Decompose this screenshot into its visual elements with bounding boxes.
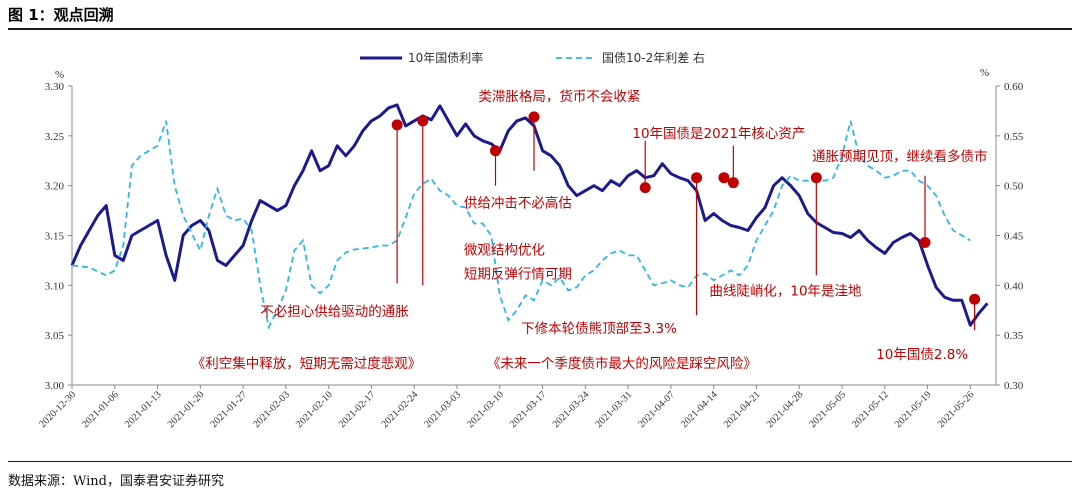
- legend-label-10y-yield: 10年国债利率: [408, 50, 483, 65]
- annotation-text: 下修本轮债熊顶部至3.3%: [521, 321, 677, 337]
- marker-dot: [490, 145, 501, 157]
- source-note: 数据来源：Wind，国泰君安证券研究: [8, 474, 224, 489]
- left-tick-label: 3.25: [45, 131, 65, 143]
- right-tick-label: 0.35: [1004, 330, 1024, 342]
- x-tick-label: 2021-05-12: [850, 389, 891, 430]
- series-group: [70, 103, 989, 330]
- series-line-10y-yield: [70, 103, 989, 327]
- x-tick-label: 2021-03-17: [508, 389, 549, 430]
- marker-dot: [691, 172, 703, 184]
- annotation-text: 通胀预期见顶，继续看多债市: [812, 148, 988, 165]
- left-tick-label: 3.05: [45, 330, 65, 342]
- annotation-text: 《利空集中释放，短期无需过度悲观》: [192, 355, 422, 372]
- right-tick-label: 0.45: [1004, 231, 1024, 243]
- annotation-text: 《未来一个季度债市最大的风险是踩空风险》: [487, 355, 757, 372]
- x-tick-label: 2021-01-20: [166, 389, 207, 430]
- x-tick-label: 2021-05-19: [893, 389, 934, 430]
- title-rule: [8, 28, 1072, 30]
- left-tick-label: 3.30: [45, 81, 65, 93]
- annotation-text: 曲线陡峭化，10年是洼地: [709, 283, 862, 299]
- right-tick-label: 0.30: [1004, 380, 1024, 392]
- right-unit-label: %: [980, 67, 989, 79]
- x-tick-label: 2021-03-31: [593, 389, 634, 430]
- left-unit-label: %: [55, 69, 64, 81]
- markers-group: [391, 111, 981, 331]
- x-tick-label: 2020-12-30: [37, 389, 78, 430]
- right-tick-label: 0.50: [1004, 181, 1024, 193]
- source-rule: [8, 461, 1072, 462]
- right-tick-label: 0.40: [1004, 280, 1024, 292]
- x-tick-label: 2021-04-07: [636, 389, 677, 430]
- x-tick-label: 2021-02-03: [251, 389, 292, 430]
- marker-dot: [528, 111, 540, 123]
- marker-dot: [919, 236, 931, 248]
- marker-dot: [639, 182, 651, 194]
- figure-title: 图 1：观点回溯: [8, 6, 114, 24]
- x-tick-label: 2021-04-14: [679, 389, 720, 430]
- marker-dot: [810, 172, 822, 184]
- x-tick-label: 2021-02-10: [294, 389, 335, 430]
- annotation-text: 10年国债是2021年核心资产: [632, 126, 805, 142]
- annotation-text: 10年国债2.8%: [876, 347, 968, 363]
- left-tick-label: 3.00: [45, 380, 65, 392]
- right-tick-label: 0.60: [1004, 81, 1024, 93]
- marker-dot: [718, 172, 730, 184]
- x-tick-label: 2021-02-17: [337, 389, 378, 430]
- annotation-text: 短期反弹行情可期: [464, 266, 572, 282]
- x-tick-label: 2021-05-26: [936, 389, 977, 430]
- x-tick-label: 2021-04-28: [765, 389, 806, 430]
- x-tick-label: 2021-03-10: [465, 389, 506, 430]
- x-tick-label: 2021-01-13: [123, 389, 164, 430]
- annotation-text: 类滞胀格局，货币不会收紧: [478, 88, 640, 105]
- x-tick-label: 2021-04-21: [722, 389, 763, 430]
- annotation-text: 微观结构优化: [464, 242, 545, 258]
- left-tick-label: 3.10: [45, 280, 65, 292]
- x-tick-label: 2021-01-06: [80, 389, 121, 430]
- annotation-text: 不必担心供给驱动的通胀: [260, 304, 409, 320]
- marker-dot: [727, 177, 739, 189]
- series-line-10-2-spread: [71, 120, 971, 330]
- annotation-text: 供给冲击不必高估: [464, 195, 572, 212]
- left-tick-label: 3.15: [45, 231, 65, 243]
- x-tick-label: 2021-01-27: [208, 389, 249, 430]
- x-tick-label: 2021-03-03: [422, 389, 463, 430]
- right-tick-label: 0.55: [1004, 131, 1024, 143]
- legend: 10年国债利率 国债10-2年利差 右: [360, 50, 705, 65]
- x-tick-label: 2021-05-05: [807, 389, 848, 430]
- marker-dot: [391, 119, 403, 131]
- marker-dot: [417, 115, 429, 127]
- annotations-group: 类滞胀格局，货币不会收紧 10年国债是2021年核心资产通胀预期见顶，继续看多债市…: [192, 88, 988, 372]
- marker-dot: [969, 293, 981, 305]
- x-tick-label: 2021-02-24: [380, 389, 421, 430]
- legend-label-10-2-spread: 国债10-2年利差 右: [602, 50, 705, 65]
- x-tick-label: 2021-03-24: [551, 389, 592, 430]
- left-tick-label: 3.20: [45, 181, 65, 193]
